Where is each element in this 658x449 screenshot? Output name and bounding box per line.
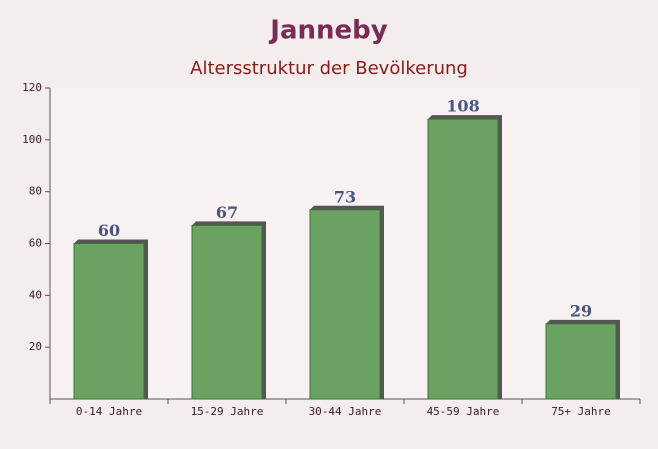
y-tick-label: 100 [22,133,42,146]
bar [545,323,617,400]
value-label: 67 [216,203,238,222]
y-tick-label: 60 [29,237,42,250]
x-tick-label: 75+ Jahre [551,405,611,418]
value-label: 29 [570,301,592,320]
chart-subtitle: Altersstruktur der Bevölkerung [190,58,468,79]
y-tick-label: 40 [29,288,42,301]
x-tick-label: 15-29 Jahre [191,405,264,418]
value-label: 108 [446,97,479,116]
bar [73,243,145,400]
value-label: 60 [98,221,120,240]
x-tick-label: 30-44 Jahre [309,405,382,418]
x-tick-label: 45-59 Jahre [427,405,500,418]
x-tick-label: 0-14 Jahre [76,405,142,418]
bar [191,224,263,400]
bar [309,209,381,400]
y-tick-label: 120 [22,81,42,94]
bar [427,118,499,400]
y-tick-label: 80 [29,185,42,198]
y-tick-label: 20 [29,340,42,353]
chart-title: Janneby [268,16,387,46]
value-label: 73 [334,187,356,206]
